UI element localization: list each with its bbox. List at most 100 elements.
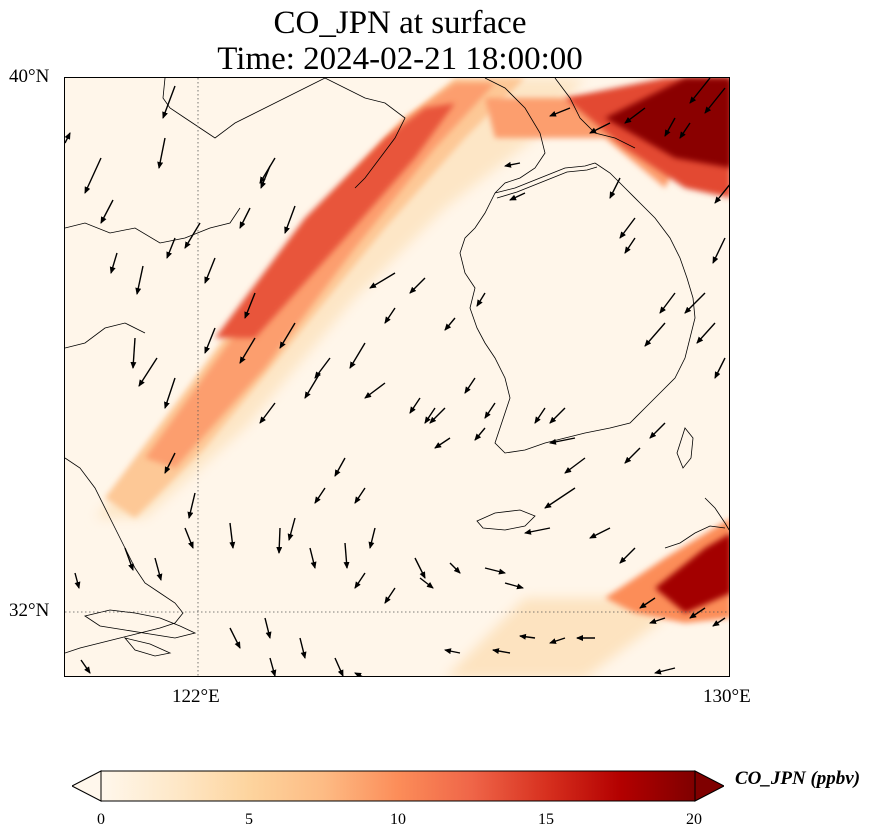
wind-arrow — [619, 217, 636, 239]
lat-tick-40: 40°N — [9, 66, 50, 87]
wind-arrow — [138, 357, 158, 387]
wind-arrow — [284, 205, 296, 234]
wind-arrow — [259, 157, 276, 184]
wind-arrow — [712, 237, 726, 264]
wind-arrow — [419, 577, 434, 589]
wind-arrow — [684, 292, 706, 314]
wind-arrow — [444, 317, 456, 331]
wind-arrow — [130, 337, 137, 369]
colorbar-tick-20: 20 — [686, 811, 702, 828]
map-panel — [64, 77, 730, 677]
wind-arrow — [679, 122, 691, 139]
wind-arrow — [349, 342, 366, 369]
wind-arrow — [299, 637, 307, 659]
wind-arrow — [549, 637, 566, 644]
lat-tick-32: 32°N — [9, 600, 50, 621]
wind-arrow — [504, 582, 524, 590]
wind-arrow — [624, 237, 636, 254]
map-title-variable: CO_JPN at surface — [273, 5, 527, 41]
wind-arrow — [689, 78, 711, 104]
wind-arrow — [334, 657, 344, 676]
wind-arrow — [564, 457, 586, 474]
wind-arrow — [654, 667, 676, 675]
plume-ne-core — [605, 78, 729, 168]
wind-arrow — [449, 562, 461, 574]
wind-arrow — [696, 322, 716, 344]
wind-arrow — [354, 487, 366, 504]
wind-arrow — [409, 397, 421, 414]
wind-arrow — [74, 572, 81, 589]
wind-arrow — [609, 177, 621, 199]
wind-arrow — [639, 597, 656, 609]
wind-arrow — [659, 292, 676, 314]
wind-arrow — [164, 377, 176, 409]
wind-arrow — [279, 322, 296, 349]
wind-arrow — [429, 407, 446, 424]
map-title-time: Time: 2024-02-21 18:00:00 — [217, 41, 583, 77]
wind-arrow — [239, 337, 256, 364]
colorbar-tick-5: 5 — [245, 811, 253, 828]
wind-arrow — [135, 265, 144, 295]
wind-arrow — [549, 107, 571, 117]
wind-arrow — [166, 237, 176, 259]
wind-arrow — [714, 184, 729, 204]
lon-tick-122: 122°E — [172, 686, 220, 707]
plume-se-core — [655, 534, 729, 613]
wind-arrow — [239, 207, 251, 229]
wind-arrow — [229, 522, 236, 549]
wind-arrow — [369, 272, 396, 289]
wind-arrow — [644, 322, 666, 347]
wind-arrow — [109, 252, 118, 274]
colorbar-tick-0: 0 — [97, 811, 105, 828]
wind-arrow — [244, 292, 256, 319]
wind-arrow — [589, 527, 611, 539]
wind-arrow — [269, 657, 277, 676]
wind-arrow — [287, 517, 296, 541]
wind-arrow — [229, 627, 241, 649]
wind-arrow — [624, 107, 646, 124]
plume-core — [215, 103, 455, 338]
wind-arrow — [354, 672, 363, 676]
wind-arrow — [309, 547, 317, 569]
wind-arrow — [184, 222, 201, 249]
gridlines — [65, 78, 729, 676]
colorbar — [70, 770, 726, 802]
map-canvas — [65, 78, 729, 676]
wind-arrow — [264, 617, 272, 639]
wind-arrow — [624, 447, 641, 464]
wind-arrow — [414, 557, 426, 579]
wind-arrow — [384, 307, 396, 324]
wind-arrow — [712, 617, 726, 627]
wind-arrow — [649, 617, 666, 624]
wind-arrow — [65, 132, 71, 144]
concentration-field — [95, 78, 729, 676]
wind-arrow — [619, 547, 636, 564]
wind-arrow — [84, 157, 102, 194]
wind-arrow — [384, 587, 396, 604]
wind-vectors — [65, 78, 729, 676]
wind-arrow — [124, 547, 134, 571]
wind-arrow — [204, 257, 216, 284]
wind-arrow — [424, 407, 436, 424]
wind-arrow — [484, 402, 496, 419]
wind-arrow — [314, 487, 326, 504]
wind-arrow — [664, 117, 676, 137]
wind-arrow — [434, 437, 451, 449]
colorbar-extend-max — [694, 770, 726, 802]
wind-arrow — [80, 659, 91, 674]
wind-arrow — [187, 492, 196, 519]
wind-arrow — [162, 85, 176, 119]
wind-arrow — [589, 122, 611, 134]
wind-arrow — [689, 607, 706, 619]
wind-arrow — [354, 572, 366, 589]
wind-arrow — [524, 527, 551, 535]
lon-tick-130: 130°E — [703, 686, 751, 707]
wind-arrow — [649, 422, 666, 439]
wind-arrow — [504, 161, 521, 168]
wind-arrow — [549, 437, 576, 445]
wind-arrow — [476, 292, 486, 307]
wind-arrow — [484, 567, 506, 575]
wind-arrow — [544, 487, 576, 509]
wind-arrow — [154, 557, 163, 581]
colorbar-extend-min — [70, 770, 102, 802]
